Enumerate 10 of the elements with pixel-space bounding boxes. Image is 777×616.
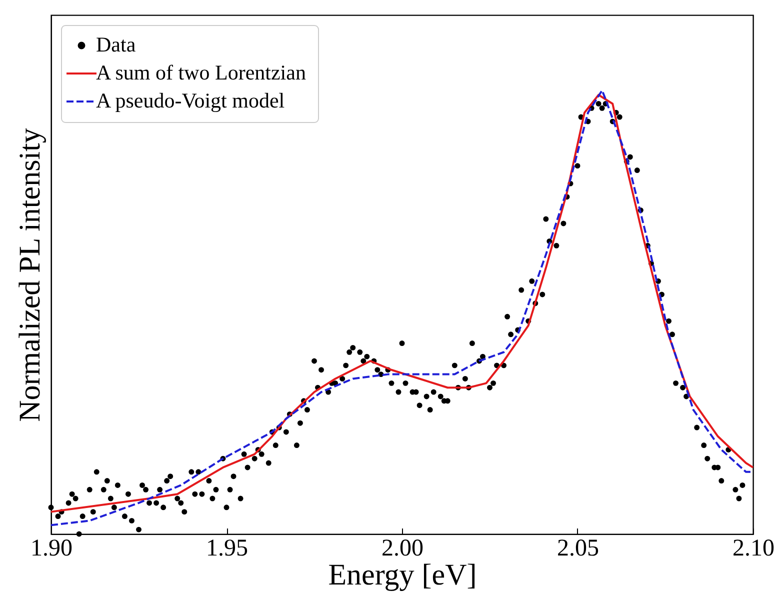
x-tick-label: 1.95 [206, 536, 248, 562]
x-tick-label: 2.05 [557, 536, 599, 562]
y-axis-title: Normalized PL intensity [14, 128, 46, 422]
x-tick-label: 2.00 [382, 536, 424, 562]
x-axis-title: Energy [eV] [328, 558, 477, 592]
legend-label: Data [96, 32, 136, 56]
legend-label: A sum of two Lorentzian [96, 60, 306, 84]
x-tick-label: 1.90 [30, 536, 72, 562]
legend-label: A pseudo-Voigt model [96, 88, 285, 112]
x-tick-label: 2.10 [732, 536, 774, 562]
